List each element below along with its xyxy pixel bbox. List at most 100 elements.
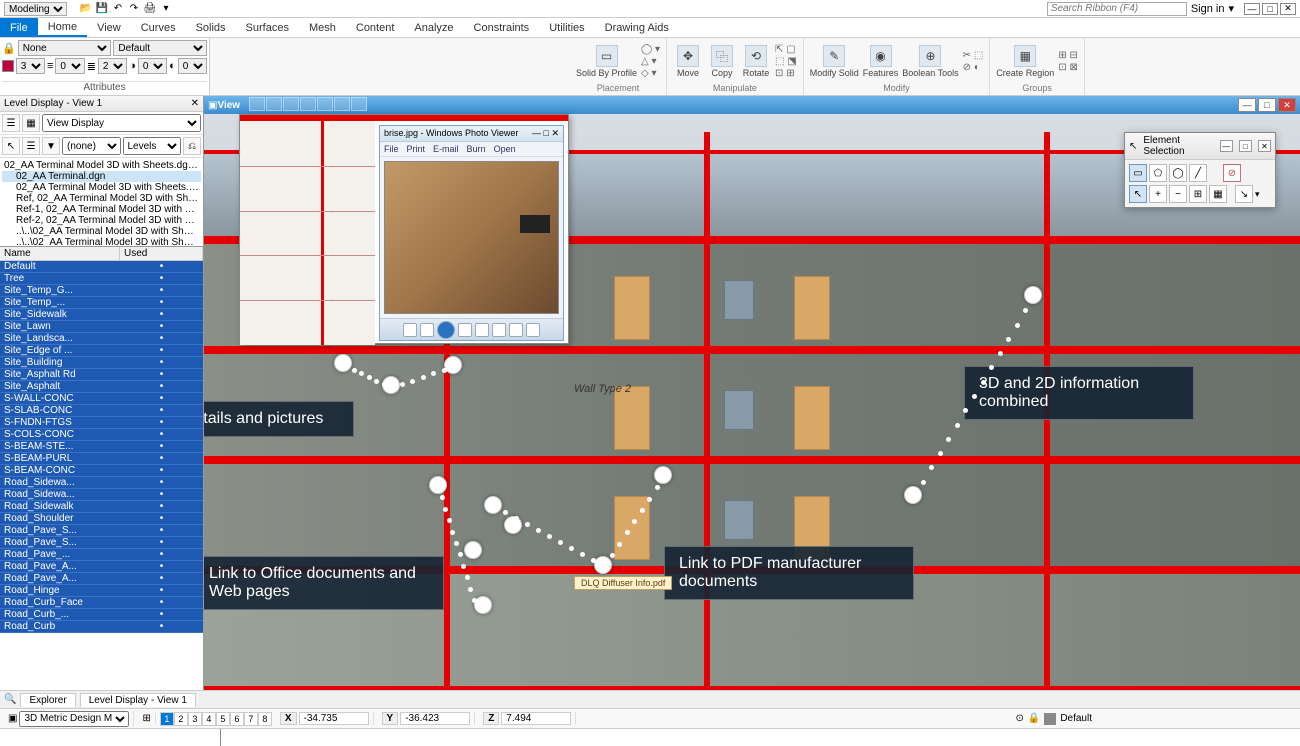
es-tool-add[interactable]: + <box>1149 185 1167 203</box>
panel-close-icon[interactable]: ✕ <box>191 98 199 109</box>
btab-explorer-icon[interactable]: 🔍 <box>4 694 16 705</box>
coord-z-value[interactable]: 7.494 <box>501 712 571 725</box>
view-max-button[interactable]: □ <box>1258 98 1276 112</box>
level-row[interactable]: Road_Pave_A...• <box>0 573 203 585</box>
es-tool-line[interactable]: ╱ <box>1189 164 1207 182</box>
level-row[interactable]: Site_Asphalt Rd• <box>0 369 203 381</box>
tree-item[interactable]: Ref-1, 02_AA Terminal Model 3D with Shee… <box>2 204 201 215</box>
hotspot[interactable] <box>504 516 522 534</box>
level-row[interactable]: S-BEAM-PURL• <box>0 453 203 465</box>
pv-menu-open[interactable]: Open <box>494 144 516 154</box>
tab-view[interactable]: View <box>87 18 131 37</box>
tree-item[interactable]: 02_AA Terminal.dgn <box>2 171 201 182</box>
es-close-icon[interactable]: ✕ <box>1258 140 1271 152</box>
pv-controls-icon[interactable]: — □ ✕ <box>532 128 559 139</box>
level-row[interactable]: S-SLAB-CONC• <box>0 405 203 417</box>
level-row[interactable]: Road_Pave_S...• <box>0 537 203 549</box>
pv-rotate-l-icon[interactable] <box>492 323 506 337</box>
tree-item[interactable]: Ref, 02_AA Terminal Model 3D with Sheets… <box>2 193 201 204</box>
es-tool-block[interactable]: ▭ <box>1129 164 1147 182</box>
ld-tool-last[interactable]: ⎌ <box>183 137 201 155</box>
ld-tool-list[interactable]: ☰ <box>22 137 40 155</box>
pv-menu-print[interactable]: Print <box>407 144 426 154</box>
es-tool-handle[interactable]: ↘ <box>1235 185 1253 203</box>
color-swatch[interactable] <box>2 60 14 72</box>
level-row[interactable]: S-BEAM-STE...• <box>0 441 203 453</box>
ld-tool-cursor[interactable]: ↖ <box>2 137 20 155</box>
level-row[interactable]: Road_Pave_A...• <box>0 561 203 573</box>
tree-item[interactable]: 02_AA Terminal Model 3D with Sheets.dgn,… <box>2 160 201 171</box>
tab-mesh[interactable]: Mesh <box>299 18 346 37</box>
maximize-button[interactable]: □ <box>1262 3 1278 15</box>
view-btn-4[interactable]: 4 <box>202 712 216 726</box>
level-row[interactable]: Site_Temp_...• <box>0 297 203 309</box>
filter-dropdown[interactable]: (none) <box>62 137 121 155</box>
ld-tool-2[interactable]: ▦ <box>22 114 40 132</box>
col-name[interactable]: Name <box>0 247 120 260</box>
es-max-icon[interactable]: □ <box>1239 140 1252 152</box>
linestyle-dropdown[interactable]: 2 <box>98 58 127 74</box>
level-row[interactable]: S-WALL-CONC• <box>0 393 203 405</box>
view-btn-3[interactable]: 3 <box>188 712 202 726</box>
level-row[interactable]: Road_Shoulder• <box>0 513 203 525</box>
hotspot[interactable] <box>464 541 482 559</box>
view-btn-1[interactable]: 1 <box>160 712 174 726</box>
tab-curves[interactable]: Curves <box>131 18 186 37</box>
search-ribbon-input[interactable] <box>1047 2 1187 16</box>
tab-surfaces[interactable]: Surfaces <box>236 18 299 37</box>
es-tool-all[interactable]: ▦ <box>1209 185 1227 203</box>
qat-redo-icon[interactable]: ↷ <box>127 2 141 16</box>
tab-home[interactable]: Home <box>38 18 87 37</box>
level-row[interactable]: Site_Sidewalk• <box>0 309 203 321</box>
btab-level-display[interactable]: Level Display - View 1 <box>80 693 196 707</box>
features-button[interactable]: ◉Features <box>863 45 899 78</box>
signin-link[interactable]: Sign in <box>1191 3 1225 15</box>
pv-prev-icon[interactable] <box>403 323 417 337</box>
level-row[interactable]: Road_Sidewalk• <box>0 501 203 513</box>
rotate-button[interactable]: ⟲Rotate <box>741 45 771 78</box>
qat-undo-icon[interactable]: ↶ <box>111 2 125 16</box>
ld-tool-1[interactable]: ☰ <box>2 114 20 132</box>
pv-play-icon[interactable] <box>437 321 455 339</box>
level-row[interactable]: Road_Curb• <box>0 621 203 633</box>
pv-fwd-icon[interactable] <box>458 323 472 337</box>
level-row[interactable]: Road_Hinge• <box>0 585 203 597</box>
level-row[interactable]: Road_Curb_...• <box>0 609 203 621</box>
coord-x-value[interactable]: -34.735 <box>299 712 369 725</box>
style-dropdown[interactable]: Default <box>113 40 207 56</box>
sb-default-level[interactable]: Default <box>1060 713 1092 724</box>
tab-drawing-aids[interactable]: Drawing Aids <box>595 18 679 37</box>
move-button[interactable]: ✥Move <box>673 45 703 78</box>
signin-dropdown-icon[interactable]: ▾ <box>1228 2 1234 15</box>
pv-back-icon[interactable] <box>420 323 434 337</box>
level-row[interactable]: Site_Temp_G...• <box>0 285 203 297</box>
boolean-tools-button[interactable]: ⊕Boolean Tools <box>902 45 958 78</box>
view-btn-6[interactable]: 6 <box>230 712 244 726</box>
coord-y-value[interactable]: -36.423 <box>400 712 470 725</box>
vt-5[interactable] <box>317 97 333 111</box>
level-row[interactable]: Site_Asphalt• <box>0 381 203 393</box>
es-tool-invert[interactable]: ⊞ <box>1189 185 1207 203</box>
level-row[interactable]: Tree• <box>0 273 203 285</box>
level-row[interactable]: Site_Building• <box>0 357 203 369</box>
es-tool-sub[interactable]: − <box>1169 185 1187 203</box>
tab-solids[interactable]: Solids <box>186 18 236 37</box>
level-row[interactable]: Road_Pave_S...• <box>0 525 203 537</box>
view-btn-8[interactable]: 8 <box>258 712 272 726</box>
sb-snap-icon[interactable]: ⊙ <box>1015 713 1023 724</box>
col-used[interactable]: Used <box>120 247 203 260</box>
tab-file[interactable]: File <box>0 18 38 37</box>
qat-open-icon[interactable]: 📂 <box>79 2 93 16</box>
level-dropdown[interactable]: None <box>18 40 112 56</box>
minimize-button[interactable]: — <box>1244 3 1260 15</box>
sb-lock-icon[interactable]: 🔒 <box>1028 713 1040 724</box>
hotspot[interactable] <box>334 354 352 372</box>
btab-explorer[interactable]: Explorer <box>20 693 75 707</box>
ld-tool-filter[interactable]: ▼ <box>42 137 60 155</box>
level-row[interactable]: Site_Lawn• <box>0 321 203 333</box>
level-row[interactable]: Road_Pave_...• <box>0 549 203 561</box>
transparency-dropdown[interactable]: 0 <box>178 58 207 74</box>
level-row[interactable]: S-BEAM-CONC• <box>0 465 203 477</box>
qat-save-icon[interactable]: 💾 <box>95 2 109 16</box>
sb-grid-icon[interactable]: ⊞ <box>142 713 150 724</box>
